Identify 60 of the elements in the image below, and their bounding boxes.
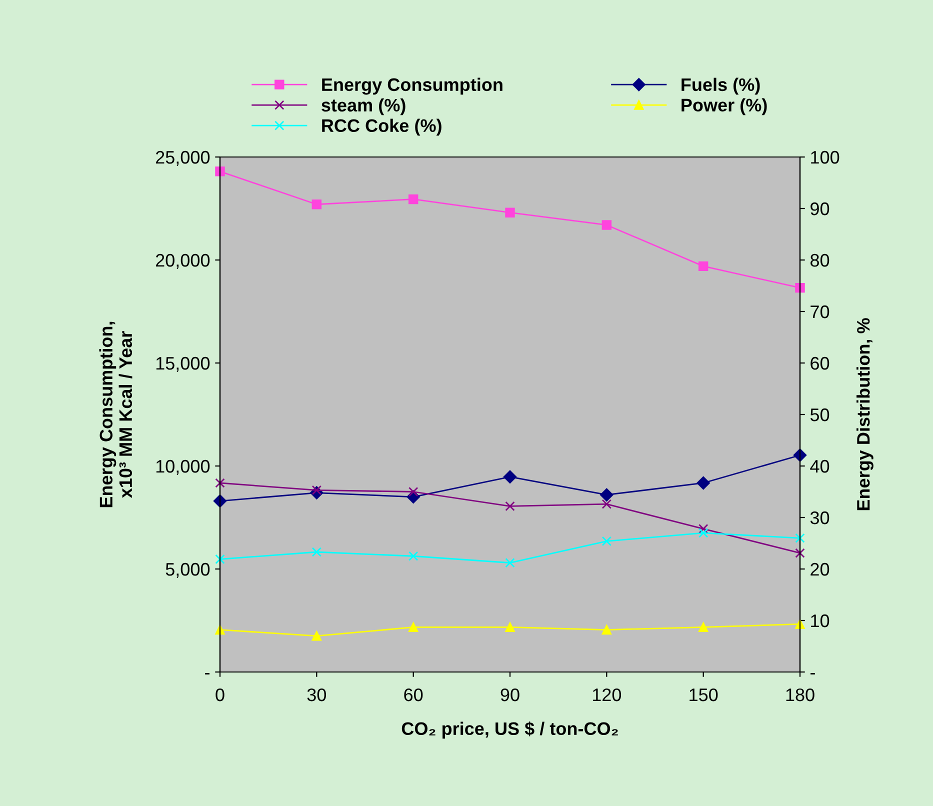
y2-tick-label: 10 (811, 614, 830, 628)
legend-label: Fuels (%) (682, 78, 760, 95)
point (312, 547, 322, 557)
y2-tick-label: 50 (810, 408, 830, 422)
y-tick-label: 15,000 (156, 356, 210, 372)
y-tick-label: 20,000 (156, 254, 210, 269)
point (312, 200, 322, 210)
x-tick-label: 30 (307, 688, 326, 702)
point (505, 208, 515, 218)
point (505, 622, 515, 632)
point (602, 624, 612, 635)
y2-tick-label: - (810, 673, 815, 674)
point (793, 448, 807, 462)
point (503, 470, 517, 484)
point (215, 554, 225, 564)
x-tick-label: 90 (500, 688, 520, 702)
point (698, 528, 708, 538)
legend-label: steam (%) (322, 98, 406, 116)
point (602, 499, 612, 509)
point (215, 478, 225, 488)
y2-tick-label: 40 (810, 460, 830, 473)
point (698, 524, 708, 534)
point (602, 536, 612, 546)
x-tick-label: 60 (404, 688, 423, 702)
legend-label: Power (%) (682, 98, 767, 116)
y2-tick-label: 100 (811, 150, 840, 164)
y2-tick-label: 30 (810, 511, 830, 524)
y2-tick-label: 90 (810, 202, 830, 216)
y2-tick-label: 80 (810, 254, 830, 267)
point (600, 488, 614, 502)
x-tick-label: 180 (786, 688, 814, 702)
point (795, 282, 805, 293)
legend-label: RCC Coke (%) (322, 118, 442, 136)
point (696, 476, 710, 490)
point (215, 166, 225, 176)
y-tick-label: - (205, 673, 210, 674)
y2-tick-label: 70 (810, 305, 830, 318)
y-tick-label: 25,000 (156, 150, 210, 166)
y-axis-title: Energy Consumption, x10³ MM Kcal / Year (99, 322, 132, 508)
point (408, 551, 418, 561)
point (795, 548, 805, 558)
x-tick-label: 120 (592, 688, 622, 702)
legend-label: Energy Consumption (322, 78, 502, 95)
point (505, 501, 515, 512)
point (312, 631, 322, 641)
point (795, 533, 805, 543)
y-tick-label: 10,000 (156, 460, 210, 475)
point (408, 194, 418, 204)
point (408, 622, 418, 632)
point (698, 622, 708, 632)
y2-tick-label: 20 (810, 562, 830, 576)
x-axis-title: CO₂ price, US $ / ton-CO₂ (402, 721, 618, 739)
point (602, 220, 612, 230)
x-tick-label: 0 (216, 688, 224, 702)
y2-axis-title: Energy Distribution, % (856, 318, 874, 510)
x-tick-label: 150 (690, 688, 718, 702)
point (698, 261, 708, 272)
y2-tick-label: 60 (810, 356, 830, 370)
y-tick-label: 5,000 (166, 562, 210, 578)
point (505, 558, 515, 568)
